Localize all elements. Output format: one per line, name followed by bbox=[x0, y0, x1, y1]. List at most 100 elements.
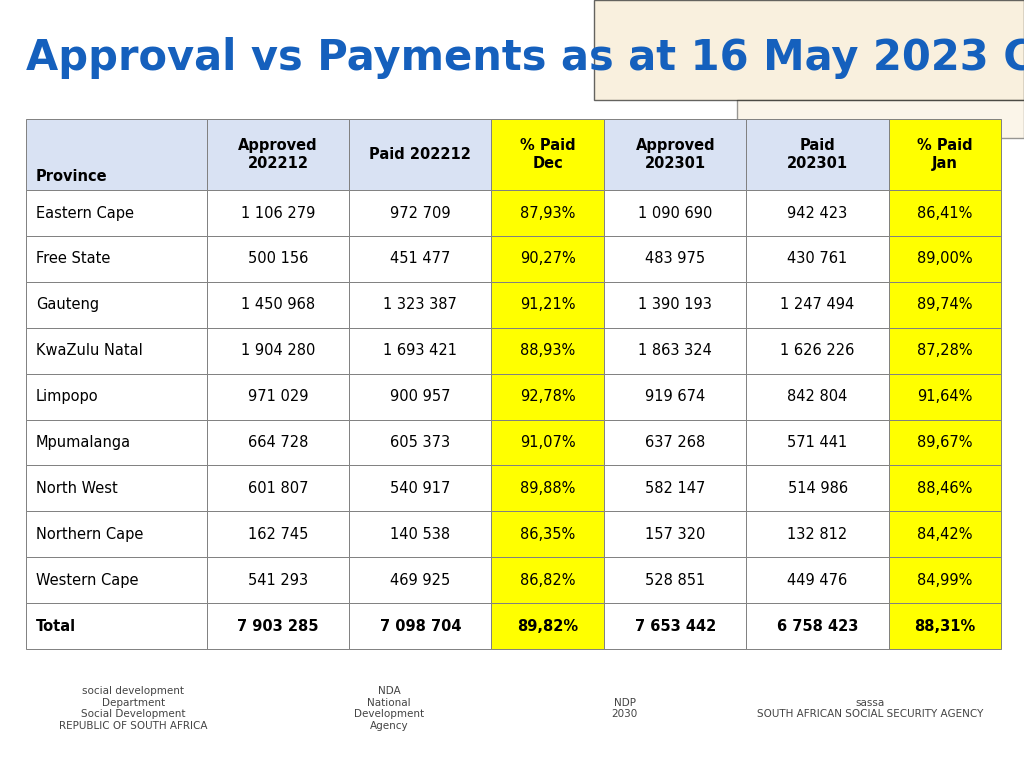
Text: 88,46%: 88,46% bbox=[918, 481, 973, 496]
Text: KwaZulu Natal: KwaZulu Natal bbox=[36, 343, 142, 358]
Text: 900 957: 900 957 bbox=[390, 389, 451, 404]
Text: Northern Cape: Northern Cape bbox=[36, 527, 143, 541]
Bar bbox=[889, 465, 1001, 511]
Bar bbox=[746, 190, 889, 236]
Bar bbox=[26, 603, 207, 649]
Bar bbox=[492, 282, 604, 328]
Bar bbox=[26, 511, 207, 558]
Bar bbox=[349, 282, 492, 328]
Bar bbox=[207, 328, 349, 374]
Text: Approved
202301: Approved 202301 bbox=[636, 138, 715, 170]
Bar bbox=[746, 119, 889, 190]
Bar bbox=[604, 603, 746, 649]
Bar bbox=[604, 419, 746, 465]
Bar bbox=[26, 119, 207, 190]
Text: 157 320: 157 320 bbox=[645, 527, 706, 541]
Bar bbox=[349, 236, 492, 282]
Bar bbox=[492, 119, 604, 190]
Text: 664 728: 664 728 bbox=[248, 435, 308, 450]
Bar bbox=[746, 374, 889, 419]
Text: % Paid
Jan: % Paid Jan bbox=[918, 138, 973, 170]
Bar bbox=[889, 328, 1001, 374]
Bar bbox=[349, 558, 492, 603]
Bar bbox=[26, 465, 207, 511]
Text: 528 851: 528 851 bbox=[645, 573, 706, 588]
Text: 89,88%: 89,88% bbox=[520, 481, 575, 496]
Text: 162 745: 162 745 bbox=[248, 527, 308, 541]
Bar bbox=[492, 374, 604, 419]
Bar bbox=[207, 119, 349, 190]
Text: 89,74%: 89,74% bbox=[918, 297, 973, 313]
Bar bbox=[349, 374, 492, 419]
Bar bbox=[349, 419, 492, 465]
Bar bbox=[207, 374, 349, 419]
Text: 132 812: 132 812 bbox=[787, 527, 848, 541]
Text: 84,42%: 84,42% bbox=[918, 527, 973, 541]
Bar bbox=[604, 190, 746, 236]
Text: 86,35%: 86,35% bbox=[520, 527, 575, 541]
Text: 140 538: 140 538 bbox=[390, 527, 451, 541]
Bar bbox=[207, 603, 349, 649]
Bar bbox=[26, 328, 207, 374]
Text: 89,00%: 89,00% bbox=[918, 251, 973, 266]
Text: 842 804: 842 804 bbox=[787, 389, 848, 404]
Bar bbox=[746, 465, 889, 511]
Bar bbox=[492, 558, 604, 603]
Text: 430 761: 430 761 bbox=[787, 251, 848, 266]
Text: 91,07%: 91,07% bbox=[520, 435, 575, 450]
Bar bbox=[26, 236, 207, 282]
Bar bbox=[604, 374, 746, 419]
Bar bbox=[604, 282, 746, 328]
Bar bbox=[207, 419, 349, 465]
Bar bbox=[492, 419, 604, 465]
Text: 601 807: 601 807 bbox=[248, 481, 308, 496]
Text: 514 986: 514 986 bbox=[787, 481, 848, 496]
Text: 7 903 285: 7 903 285 bbox=[238, 618, 318, 634]
Bar bbox=[746, 282, 889, 328]
Text: 469 925: 469 925 bbox=[390, 573, 451, 588]
Text: 483 975: 483 975 bbox=[645, 251, 706, 266]
Text: 1 626 226: 1 626 226 bbox=[780, 343, 855, 358]
Text: 571 441: 571 441 bbox=[787, 435, 848, 450]
Text: 605 373: 605 373 bbox=[390, 435, 451, 450]
Text: Approved
202212: Approved 202212 bbox=[239, 138, 318, 170]
FancyBboxPatch shape bbox=[594, 0, 1024, 100]
Bar bbox=[604, 511, 746, 558]
Bar bbox=[26, 558, 207, 603]
Bar bbox=[889, 374, 1001, 419]
Text: 541 293: 541 293 bbox=[248, 573, 308, 588]
Bar bbox=[746, 511, 889, 558]
Bar bbox=[207, 511, 349, 558]
Bar bbox=[492, 190, 604, 236]
Text: 500 156: 500 156 bbox=[248, 251, 308, 266]
Text: 89,82%: 89,82% bbox=[517, 618, 579, 634]
Text: 84,99%: 84,99% bbox=[918, 573, 973, 588]
Bar bbox=[349, 119, 492, 190]
Text: 451 477: 451 477 bbox=[390, 251, 451, 266]
Text: 1 904 280: 1 904 280 bbox=[241, 343, 315, 358]
Bar bbox=[26, 374, 207, 419]
Text: 87,28%: 87,28% bbox=[918, 343, 973, 358]
Text: Limpopo: Limpopo bbox=[36, 389, 98, 404]
Text: Province: Province bbox=[36, 169, 108, 184]
Bar bbox=[492, 236, 604, 282]
Text: 1 863 324: 1 863 324 bbox=[638, 343, 713, 358]
Text: 91,21%: 91,21% bbox=[520, 297, 575, 313]
Text: 1 450 968: 1 450 968 bbox=[241, 297, 315, 313]
Bar bbox=[492, 603, 604, 649]
Bar bbox=[349, 465, 492, 511]
Bar bbox=[349, 511, 492, 558]
Bar bbox=[492, 511, 604, 558]
Bar bbox=[604, 119, 746, 190]
Bar bbox=[207, 558, 349, 603]
Bar bbox=[604, 236, 746, 282]
Text: 919 674: 919 674 bbox=[645, 389, 706, 404]
Text: 1 323 387: 1 323 387 bbox=[383, 297, 458, 313]
Text: Paid
202301: Paid 202301 bbox=[787, 138, 848, 170]
Bar bbox=[207, 282, 349, 328]
Bar bbox=[889, 603, 1001, 649]
Bar bbox=[889, 236, 1001, 282]
Text: NDA
National
Development
Agency: NDA National Development Agency bbox=[354, 686, 424, 731]
Bar bbox=[889, 558, 1001, 603]
Text: Western Cape: Western Cape bbox=[36, 573, 138, 588]
